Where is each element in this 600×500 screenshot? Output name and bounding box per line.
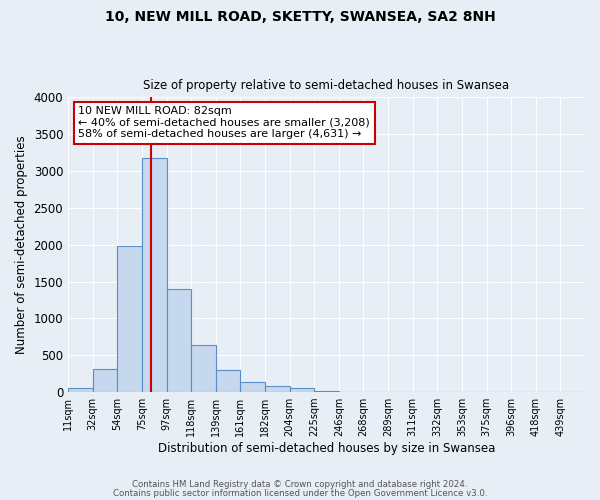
Text: 10, NEW MILL ROAD, SKETTY, SWANSEA, SA2 8NH: 10, NEW MILL ROAD, SKETTY, SWANSEA, SA2 … [104,10,496,24]
Bar [167,289,191,392]
Bar [68,388,92,392]
Bar [241,382,265,392]
Text: Contains HM Land Registry data © Crown copyright and database right 2024.: Contains HM Land Registry data © Crown c… [132,480,468,489]
Bar [216,370,241,392]
Bar [265,386,290,392]
X-axis label: Distribution of semi-detached houses by size in Swansea: Distribution of semi-detached houses by … [158,442,495,455]
Text: 10 NEW MILL ROAD: 82sqm
← 40% of semi-detached houses are smaller (3,208)
58% of: 10 NEW MILL ROAD: 82sqm ← 40% of semi-de… [79,106,370,140]
Bar [117,246,142,392]
Bar [142,158,167,392]
Bar [290,388,314,392]
Bar [92,368,117,392]
Title: Size of property relative to semi-detached houses in Swansea: Size of property relative to semi-detach… [143,79,509,92]
Bar [191,345,216,392]
Y-axis label: Number of semi-detached properties: Number of semi-detached properties [15,136,28,354]
Text: Contains public sector information licensed under the Open Government Licence v3: Contains public sector information licen… [113,490,487,498]
Bar [314,390,339,392]
